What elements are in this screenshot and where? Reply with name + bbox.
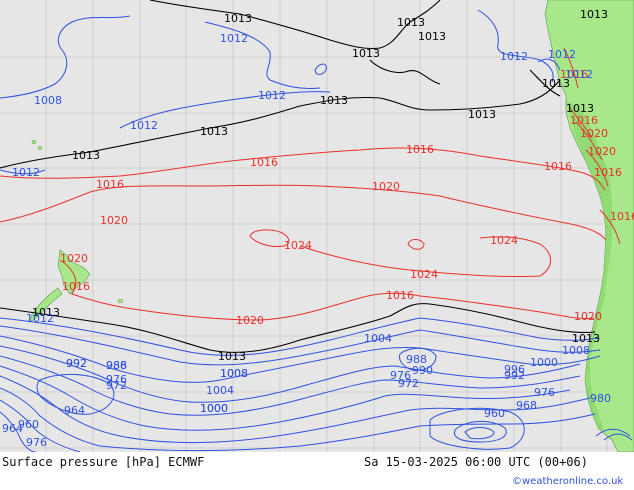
valid-time: Sa 15-03-2025 06:00 UTC (00+06) xyxy=(364,455,588,469)
isobar-label: 1016 xyxy=(544,160,572,173)
isobar-label: 996 xyxy=(504,363,525,376)
isobar-label: 1013 xyxy=(218,350,246,363)
isobar-label: 986 xyxy=(106,359,127,372)
land-new-zealand-north xyxy=(57,249,91,295)
isobar-label: 992 xyxy=(66,357,87,370)
isobar-label: 1016 xyxy=(250,156,278,169)
isobar-label: 1024 xyxy=(410,268,438,281)
isobar-label: 1008 xyxy=(34,94,62,107)
isobar-label: 1013 xyxy=(580,8,608,21)
isobar-label: 964 xyxy=(2,422,23,435)
isobar-label: 1013 xyxy=(32,306,60,319)
isobar-label: 988 xyxy=(106,359,127,372)
isobars-1013 xyxy=(0,0,596,353)
isobar-label: 992 xyxy=(66,357,87,370)
isobar-label: 1008 xyxy=(562,344,590,357)
isobar-label: 1004 xyxy=(206,384,234,397)
isobar-label: 988 xyxy=(406,353,427,366)
land-fiji xyxy=(37,145,43,151)
isobar-label: 1000 xyxy=(200,402,228,415)
isobar-label: 1012 xyxy=(26,312,54,325)
isobar-label: 1008 xyxy=(220,367,248,380)
isobar-labels-blue: 1012 1012 1012 1008 1012 1012 1012 1012 … xyxy=(2,32,611,449)
isobar-label: 1004 xyxy=(364,332,392,345)
isobar-label: 1012 xyxy=(548,48,576,61)
isobar-label: 1000 xyxy=(200,402,228,415)
isobar-label: 1013 xyxy=(200,125,228,138)
footer-bar xyxy=(0,452,634,490)
isobar-label: 1013 xyxy=(572,332,600,345)
isobar-label: 964 xyxy=(64,404,85,417)
isobar-label: 1012 xyxy=(565,68,593,81)
isobar-label: 1016 xyxy=(570,114,598,127)
isobar-label: 1024 xyxy=(284,239,312,252)
isobar-label: 972 xyxy=(106,379,127,392)
isobar-label: 1020 xyxy=(100,214,128,227)
isobar-label: 1012 xyxy=(500,50,528,63)
isobar-labels-red: 1016 1016 1016 1016 1020 1020 1024 1024 … xyxy=(60,68,634,327)
isobar-label: 1013 xyxy=(566,102,594,115)
isobar-label: 1013 xyxy=(418,30,446,43)
isobar-label: 1012 xyxy=(258,89,286,102)
credit-link[interactable]: ©weatheronline.co.uk xyxy=(512,476,623,487)
isobar-label: 1016 xyxy=(610,210,634,223)
isobar-label: 1020 xyxy=(588,145,616,158)
isobars-high xyxy=(0,47,621,321)
isobar-label: 976 xyxy=(534,386,555,399)
isobar-label: 976 xyxy=(26,436,47,449)
isobar-label: 972 xyxy=(398,377,419,390)
land-kermadec xyxy=(31,139,37,145)
isobar-label: 1016 xyxy=(406,143,434,156)
isobar-label: 1016 xyxy=(96,178,124,191)
isobar-label: 960 xyxy=(18,418,39,431)
isobar-label: 960 xyxy=(484,407,505,420)
isobar-label: 1020 xyxy=(574,310,602,323)
isobar-label: 1012 xyxy=(130,119,158,132)
land-chatham-islands xyxy=(117,298,124,304)
isobar-label: 1013 xyxy=(397,16,425,29)
isobar-labels-black: 1013 1013 1013 1013 1013 1013 1013 1013 … xyxy=(32,8,608,363)
isobar-label: 1012 xyxy=(220,32,248,45)
isobar-label: 1012 xyxy=(12,166,40,179)
isobar-label: 1020 xyxy=(60,252,88,265)
isobar-label: 1016 xyxy=(62,280,90,293)
isobar-label: 968 xyxy=(516,399,537,412)
isobar-label: 1016 xyxy=(386,289,414,302)
isobar-label: 976 xyxy=(106,373,127,386)
ocean-background xyxy=(0,0,634,452)
isobar-label: 1013 xyxy=(320,94,348,107)
isobar-label: 976 xyxy=(390,369,411,382)
isobar-label: 1013 xyxy=(352,47,380,60)
isobar-label: 990 xyxy=(412,364,433,377)
isobar-label: 1020 xyxy=(236,314,264,327)
isobar-label: 1020 xyxy=(580,127,608,140)
isobar-label: 1013 xyxy=(468,108,496,121)
land-andes-shading xyxy=(566,100,612,430)
isobar-label: 1024 xyxy=(490,234,518,247)
isobar-label: 1008 xyxy=(220,367,248,380)
isobar-label: 980 xyxy=(590,392,611,405)
isobar-label: 992 xyxy=(504,369,525,382)
isobar-label: 1000 xyxy=(530,356,558,369)
isobar-label: 1013 xyxy=(224,12,252,25)
isobar-label: 1013 xyxy=(72,149,100,162)
isobar-label: 1016 xyxy=(560,68,588,81)
isobars-low-south xyxy=(0,317,633,453)
isobar-label: 1013 xyxy=(542,77,570,90)
map-title: Surface pressure [hPa] ECMWF xyxy=(2,455,204,469)
isobar-label: 1020 xyxy=(372,180,400,193)
isobars-low-north xyxy=(0,9,561,175)
isobar-label: 1016 xyxy=(594,166,622,179)
